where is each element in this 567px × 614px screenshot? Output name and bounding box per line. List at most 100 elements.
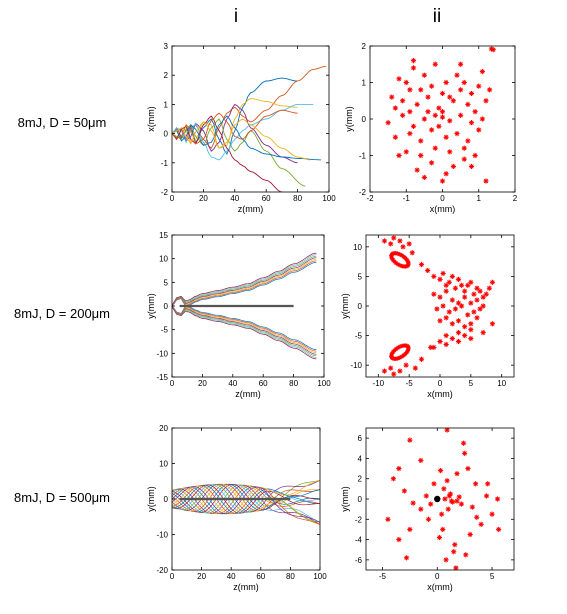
panel-ii-1-point [410,58,417,64]
panel-ii-1-point [392,105,398,111]
panel-i-2-ytick-label: 15 [159,231,168,240]
panel-ii-2-point [381,238,388,244]
panel-ii-3-point [418,457,424,464]
panel-i-1-series-line [172,103,298,164]
panel-ii-2-point [468,300,474,306]
panel-ii-1-point [488,46,495,52]
panel-ii-1-point [483,98,489,104]
panel-i-1-xtick-label: 60 [262,194,271,203]
panel-i-2-upper-series-line [172,260,317,307]
panel-i-2-lower-series-line [172,305,317,352]
panel-ii-2-plot-area [381,235,496,377]
panel-ii-2-point [489,279,496,285]
panel-ii-1-point [461,145,467,151]
panel-ii-3-ytick-label: -4 [355,536,363,545]
panel-ii-2-point [462,288,468,294]
panel-ii-3-point [465,465,471,472]
panel-ii-2-axes: -10 -5 0 5 10 -10 -5 0 5 10 x(mm) y(mm) [340,234,515,399]
panel-ii-1-point [410,123,417,129]
panel-ii-2-point [412,365,418,371]
row-label-3: 8mJ, D = 500μm [14,490,110,505]
panel-ii-2-point [437,276,443,282]
panel-i-2-ytick-label: -5 [161,326,169,335]
panel-ii-2-point [431,273,437,280]
panel-ii-1-point [447,94,453,100]
panel-i-3-series-line [172,486,320,523]
panel-ii-2-point [468,335,474,342]
panel-ii-1-point [468,163,475,170]
panel-i-3-ytick-label: 0 [164,495,169,504]
panel-ii-2-point [443,341,449,348]
panel-ii-3-point [396,536,402,543]
panel-ii-2-point [443,315,449,321]
panel-ii-3-xtick-label: -5 [379,572,387,581]
panel-ii-3-xtick-label: 0 [435,572,440,581]
column-header-i: i [234,6,238,27]
panel-ii-2-point [397,238,403,244]
panel-ii-2-point [462,324,468,330]
panel-ii-3-ytick-label: 0 [358,495,363,504]
panel-ii-1-point [458,112,464,118]
panel-ii-3-point [489,511,495,517]
panel-ii-2-xtick-label: -10 [373,379,385,388]
panel-i-2-upper-series-line [172,252,317,306]
panel-ii-2-point [462,332,468,339]
panel-ii-1-point [429,127,435,133]
panel-ii-2-point [388,241,394,247]
panel-ii-2-ytick-label: -5 [355,332,363,341]
panel-ii-1-point [465,101,471,107]
panel-ii-2-point [477,288,483,294]
row-label-2: 8mJ, D = 200μm [14,306,110,321]
panel-ii-1-point [439,178,446,184]
panel-ii-3-point [442,496,448,502]
panel-ii-1-point [403,79,409,86]
panel-i-2-ytick-label: 5 [164,278,169,287]
panel-ii-2-point [437,318,443,324]
panel-ii-3-point [452,542,458,548]
panel-ii-2-point [489,321,496,327]
panel-i-3-ytick-label: 10 [159,460,168,469]
panel-ii-2-point [431,291,437,297]
panel-ii-1-ytick-label: -2 [359,188,367,197]
panel-ii-3-ytick-label: 4 [358,454,363,463]
panel-ii-2-xtick-label: 5 [469,379,474,388]
panel-ii-2-point [471,291,477,297]
panel-ii-2-point [397,368,403,374]
panel-ii-1-point [454,72,460,78]
panel-ii-1-point [396,152,402,159]
panel-i-1-xtick-label: 100 [322,194,336,203]
panel-ii-1-xtick-label: 1 [477,194,482,203]
panel-i-3-xtick-label: 0 [170,572,175,581]
panel-ii-2-point [437,338,443,345]
panel-i-3-ytick-label: -10 [156,531,168,540]
panel-ii-3-point [456,494,462,500]
panel-ii-1-point [400,98,406,104]
panel-ii-2-point [446,279,452,285]
panel-ii-3-point [410,500,416,506]
panel-i-2-xtick-label: 0 [170,379,175,388]
panel-i-3-series-line [172,485,320,525]
panel-ii-3-point [418,506,424,512]
panel-ii-3-point [467,531,473,538]
panel-ii-2-point [440,303,446,309]
panel-ii-2-point [474,297,480,303]
panel-ii-1-point [439,90,446,97]
panel-i-3-xlabel: z(mm) [233,582,259,592]
panel-i-3-ytick-label: -20 [156,566,168,575]
panel-ii-1-xtick-label: 0 [440,194,445,203]
column-header-ii: ii [433,6,441,27]
panel-i-1-xlabel: z(mm) [238,204,264,214]
panel-ii-1-point [421,72,427,78]
panel-ii-1-point [421,174,427,180]
panel-i-2-lower-series-line [172,306,317,357]
panel-ii-1-point [483,178,489,184]
panel-ii-1-xtick-label: -1 [403,194,411,203]
panel-i-1-series-line [172,118,306,187]
panel-i-1-ylabel: x(mm) [146,106,156,132]
panel-ii-1-point [418,138,424,144]
panel-ii-3-point [474,514,480,520]
panel-ii-3-point [425,516,432,522]
panel-ii-1-ytick-label: -1 [359,152,367,161]
panel-i-1-series-line [172,109,298,145]
panel-ii-1-ytick-label: 2 [362,42,367,51]
